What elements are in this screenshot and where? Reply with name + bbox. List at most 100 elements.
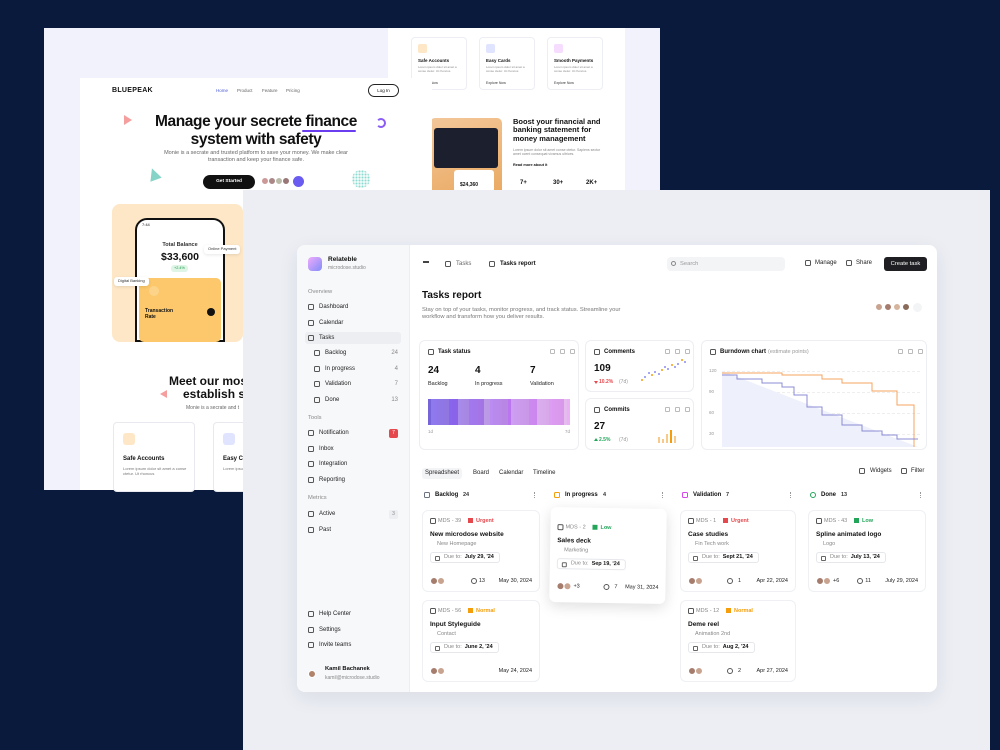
sidebar-item: Calendar	[319, 319, 344, 326]
breadcrumb: Tasks report	[500, 261, 536, 267]
status-stripe	[478, 399, 482, 425]
chip: Digital Banking	[114, 277, 149, 286]
icon	[308, 445, 314, 452]
calendar-icon	[561, 561, 567, 567]
task-date: May 30, 2024	[498, 578, 532, 584]
sidebar-count: 7	[394, 381, 398, 387]
view-tab[interactable]: Calendar	[499, 470, 524, 476]
scatter-dot	[680, 359, 683, 362]
view-tab[interactable]: Timeline	[533, 470, 556, 476]
avatar	[437, 667, 445, 675]
feature-icon	[554, 44, 563, 53]
sidebar-subitem: Validation	[325, 381, 351, 387]
calendar-icon	[693, 645, 698, 651]
scatter-dot	[641, 379, 643, 381]
column-name: Validation	[693, 492, 722, 498]
icon	[308, 526, 314, 533]
dot-pattern	[352, 170, 370, 188]
widget-tool	[675, 407, 680, 412]
task-id: MDS - 39	[438, 518, 462, 524]
task-title: Spline animated logo	[816, 531, 882, 538]
status-value: 4	[475, 365, 481, 376]
nav-link: Pricing	[286, 88, 300, 93]
column-icon	[554, 492, 560, 498]
due-chip: Due to: June 2, '24	[430, 642, 499, 653]
task-parent: Marketing	[564, 547, 589, 554]
app-window: Relateble microdose.studio Overview Dashboa…	[297, 245, 937, 692]
status-stripe	[516, 399, 521, 425]
sidebar-section: Metrics	[308, 495, 327, 501]
view-tab[interactable]: Spreadsheet	[422, 468, 463, 480]
chart-grid	[722, 371, 920, 372]
task-parent: New Homepage	[437, 541, 477, 547]
headline: system with safety	[190, 131, 322, 148]
login-button: Log In	[368, 84, 399, 97]
widget-tool	[665, 349, 670, 354]
priority-flag	[468, 608, 473, 613]
progress-line	[722, 374, 918, 440]
section-title: establish sm	[183, 387, 256, 401]
scatter-dot	[677, 362, 680, 365]
task-card[interactable]: MDS - 43 Low Spline animated logo Logo Due t…	[808, 510, 926, 592]
mini-bar	[662, 439, 664, 443]
feature-link: Explore Now	[486, 81, 506, 85]
workspace-sub: microdose.studio	[328, 265, 366, 271]
view-tab[interactable]: Board	[473, 470, 490, 476]
create-task-button[interactable]: Create task	[884, 257, 927, 271]
task-card[interactable]: MDS - 56 Normal Input Styleguide Contact Due…	[422, 600, 540, 682]
task-card[interactable]: MDS - 39 Urgent New microdose website New H…	[422, 510, 540, 592]
mini-bar	[670, 430, 672, 443]
icon	[308, 611, 314, 617]
metric-delta: 2.5%	[599, 437, 611, 443]
icon	[846, 260, 852, 266]
widget-title: Burndown chart	[720, 349, 766, 355]
user-email: kamil@microdose.studio	[325, 675, 380, 681]
column-count: 13	[841, 492, 848, 498]
sidebar-item: Dashboard	[319, 304, 349, 310]
status-axis: 7d	[564, 429, 570, 434]
icon	[308, 461, 314, 467]
metric-value: 27	[594, 421, 606, 432]
status-stripe	[445, 399, 450, 425]
avatar-add	[913, 303, 922, 312]
status-stripe	[561, 399, 565, 425]
read-more: Read more about it	[513, 163, 548, 167]
scatter-dot	[654, 370, 657, 373]
stat: 7+	[520, 180, 527, 186]
task-card[interactable]: MDS - 1 Urgent Case studies Fin Tech work Du…	[680, 510, 796, 592]
task-status-widget: Task status 24 Backlog 4 In progress 7 Validat…	[419, 340, 579, 450]
icon	[314, 365, 320, 372]
task-date: July 29, 2024	[885, 578, 918, 584]
workspace-name: Relateble	[328, 256, 357, 263]
avatar	[875, 303, 883, 311]
status-stripe	[543, 399, 547, 425]
widget-tool	[570, 349, 575, 354]
manage-button: Manage	[815, 260, 837, 266]
task-card[interactable]: MDS - 12 Normal Deme reel Animation 2nd Due …	[680, 600, 796, 682]
status-stripe	[466, 399, 470, 425]
status-stripe	[496, 399, 500, 425]
icon	[308, 335, 314, 341]
underline	[302, 130, 356, 132]
feature-desc: Lorem ipsum dolor sit amet a conse ctetu…	[418, 65, 457, 73]
due-label: Due to:	[702, 554, 720, 561]
task-card[interactable]: MDS - 2 Low Sales deck Marketing Due to: Sep …	[549, 506, 667, 605]
icon	[308, 304, 314, 310]
task-id: MDS - 12	[696, 608, 720, 614]
due-date: July 29, '24	[464, 554, 494, 561]
chart-tick: 30	[709, 431, 715, 436]
status-stripe	[504, 399, 509, 425]
sidebar-item: Notification	[319, 430, 349, 436]
task-id: MDS - 2	[565, 524, 586, 531]
status-stripe	[507, 399, 512, 425]
info-desc: Lorem ipsum dolor sit amet a conse ctetu…	[123, 466, 187, 476]
widget-tool	[908, 349, 913, 354]
icon	[710, 349, 716, 355]
task-id: MDS - 1	[696, 518, 717, 524]
task-parent: Logo	[823, 541, 836, 547]
avatar	[695, 577, 703, 585]
status-stripe	[540, 399, 544, 425]
sidebar-item: Settings	[319, 626, 341, 633]
widget-tool	[685, 349, 690, 354]
